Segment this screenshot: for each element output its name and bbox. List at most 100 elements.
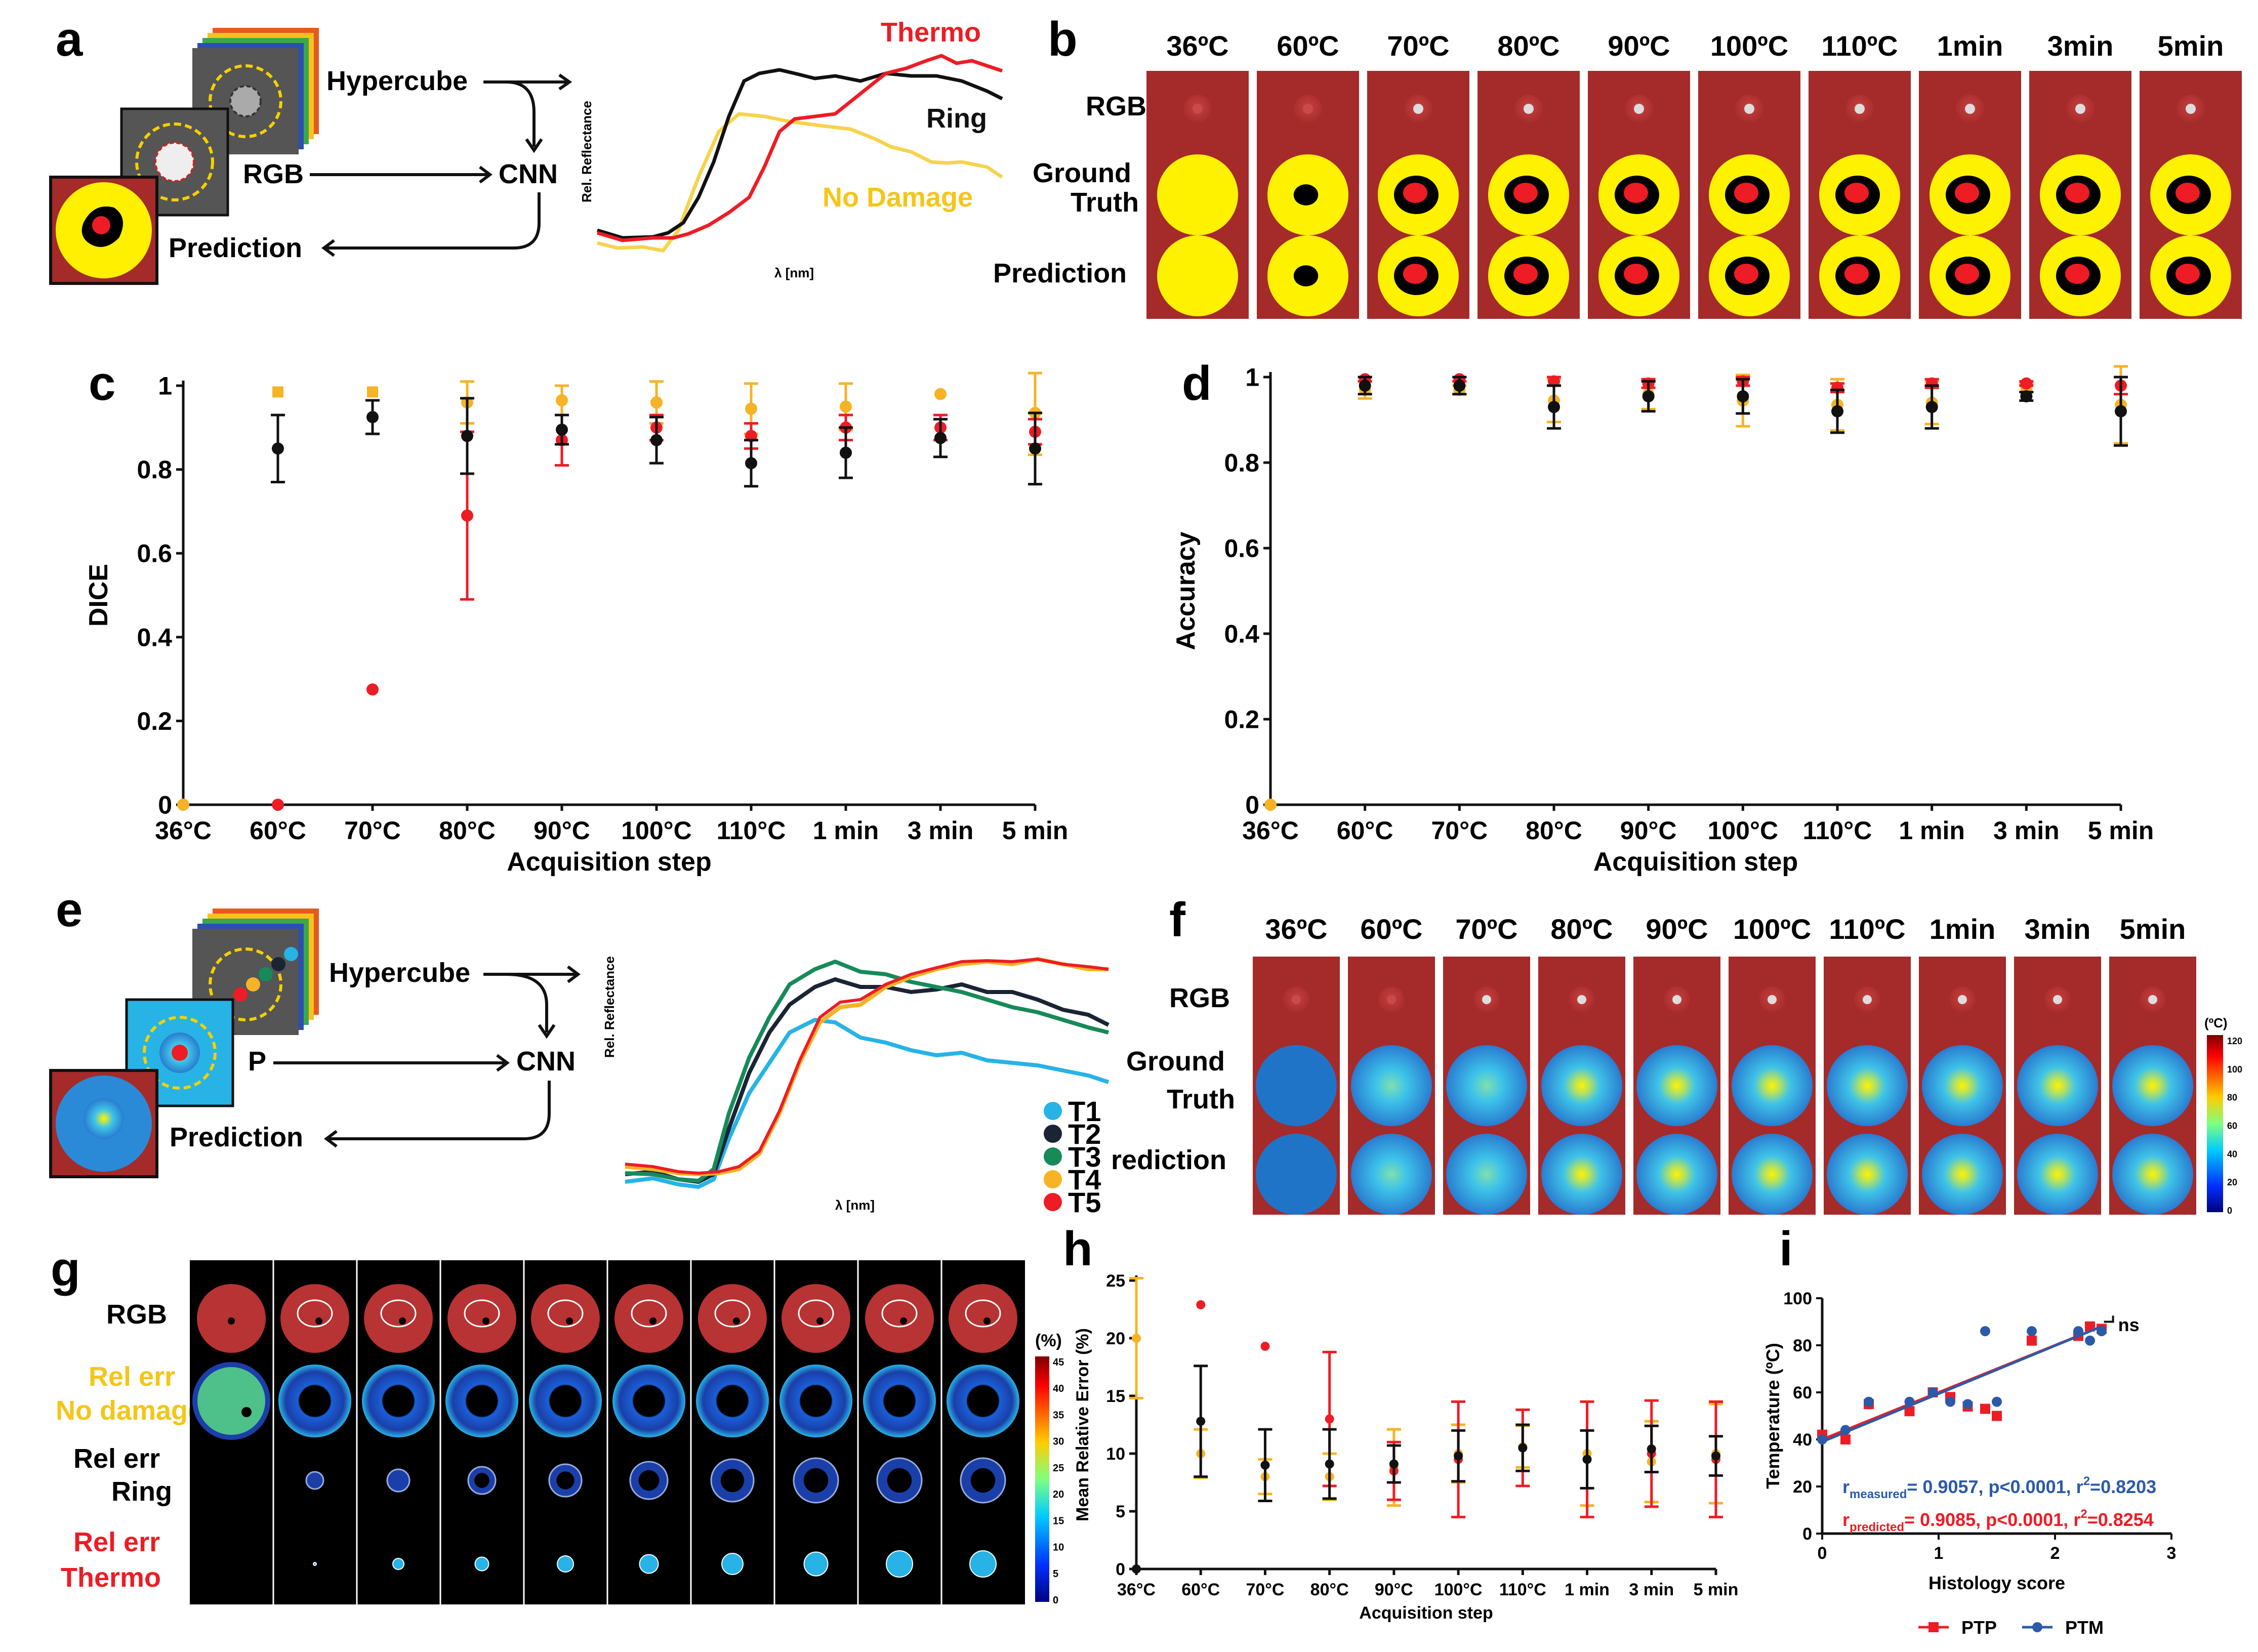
panel-label-i: i xyxy=(1779,1222,1793,1276)
x-tick-label: 1 min xyxy=(813,816,879,845)
rgb-lesion-b xyxy=(1855,104,1865,114)
data-point xyxy=(1518,1443,1528,1453)
y-tick-label: 0.8 xyxy=(1224,449,1259,477)
pred-heatmap-f xyxy=(2112,1134,2193,1215)
y-tick-label: 20 xyxy=(1106,1329,1125,1348)
data-point xyxy=(1325,1459,1334,1469)
rgb-lesion-f xyxy=(1672,995,1681,1004)
stat-r: r xyxy=(1842,1509,1850,1530)
flow-arrows xyxy=(310,73,572,257)
row-rgb-label-f: RGB xyxy=(1169,983,1230,1013)
data-point xyxy=(1904,1406,1915,1417)
err-ring-hole-g xyxy=(556,1471,574,1490)
data-point xyxy=(367,386,378,398)
col-header-f: 60ºC xyxy=(1360,913,1422,945)
data-point xyxy=(2097,1326,2107,1337)
data-point xyxy=(1029,442,1041,455)
col-header-f: 80ºC xyxy=(1550,913,1613,945)
rgb-thumb-g xyxy=(949,1284,1017,1353)
data-point xyxy=(1840,1425,1851,1435)
data-point xyxy=(840,400,852,413)
legend-ring: Ring xyxy=(926,103,987,134)
data-point xyxy=(840,446,852,459)
y-tick-label: 1 xyxy=(1245,363,1259,392)
row-ring-label-g-2: Ring xyxy=(111,1476,172,1507)
lesion-outline-g xyxy=(631,1299,667,1328)
data-point xyxy=(650,396,663,409)
colorbar-f-tick: 120 xyxy=(2227,1036,2242,1046)
hypercube-label: Hypercube xyxy=(326,66,468,96)
panel-label-f: f xyxy=(1169,893,1186,947)
panel-label-h: h xyxy=(1063,1222,1093,1276)
err-thermo-g xyxy=(474,1556,489,1572)
rgb-lesion-b xyxy=(1524,104,1534,114)
data-point xyxy=(272,799,284,811)
col-header-f: 100ºC xyxy=(1733,913,1811,945)
rgb-lesion-f xyxy=(1577,995,1586,1004)
rgb-lesion-f xyxy=(1863,995,1872,1004)
data-point xyxy=(1945,1396,1955,1407)
thermo-region-b xyxy=(1734,183,1758,203)
row-gt-label-f-1: Ground xyxy=(1126,1046,1225,1077)
rgb-thumb-g xyxy=(782,1284,850,1353)
rgb-label: RGB xyxy=(243,159,304,189)
y-tick-label: 0.8 xyxy=(137,456,172,484)
rgb-thumb-g xyxy=(698,1284,767,1353)
panel-label-d: d xyxy=(1182,356,1212,410)
x-tick-label: 3 xyxy=(2167,1544,2177,1563)
x-tick-label: 36°C xyxy=(1117,1580,1156,1599)
colorbar-f-tick: 0 xyxy=(2227,1206,2232,1216)
lesion-dot-g xyxy=(816,1317,824,1325)
data-point xyxy=(1647,1444,1656,1454)
lesion-dot-g xyxy=(399,1317,406,1325)
lesion-outline-g xyxy=(798,1299,834,1328)
data-point xyxy=(461,509,473,522)
err-no-damage-g xyxy=(278,1365,351,1437)
cnn-label-e: CNN xyxy=(516,1046,576,1077)
gt-mask-b xyxy=(1157,154,1238,235)
x-tick-label: 80°C xyxy=(1526,816,1582,845)
x-tick-label: 36°C xyxy=(1242,816,1299,845)
x-tick-label: 70°C xyxy=(1246,1580,1284,1599)
data-point xyxy=(1196,1417,1206,1426)
colorbar-g-tick: 25 xyxy=(1053,1463,1064,1474)
mre-chart: 0 5 10 15 20 25 36°C 60°C 70°C 80°C 90°C 100°C 110°C… xyxy=(1073,1271,1738,1623)
lesion-dot-g xyxy=(649,1317,656,1325)
pred-heatmap-f xyxy=(1827,1134,1908,1215)
spectrum-no-damage xyxy=(597,112,1003,253)
panel-label-a: a xyxy=(56,12,83,66)
lesion-outline-g xyxy=(380,1299,417,1328)
rgb-lesion-b xyxy=(1193,104,1203,114)
legend-marker-t5 xyxy=(1044,1193,1062,1211)
err-ring-hole-g xyxy=(720,1468,745,1493)
gt-heatmap-f xyxy=(2112,1045,2193,1126)
err-thermo-g xyxy=(639,1554,659,1574)
lesion-dot-g xyxy=(566,1317,573,1325)
stat-measured-stat: rmeasured= 0.9057, p<0.0001, r2=0.8203 xyxy=(1842,1474,2156,1501)
rgb-lesion-b xyxy=(2186,104,2196,114)
thermo-region-b xyxy=(2065,183,2089,203)
accuracy-chart: 0 0.2 0.4 0.6 0.8 1 36°C 60°C 70°C 80°C 90°C 100°C 1… xyxy=(1171,363,2154,877)
row-nd-label-g-2: No damage xyxy=(56,1395,203,1426)
x-tick-label: 100°C xyxy=(1434,1580,1483,1599)
y-tick-label: 0 xyxy=(158,791,172,819)
prediction-map-icon-e xyxy=(49,1069,158,1178)
spectra-chart-a: Rel. Reflectance λ [nm] Thermo Ring No D… xyxy=(579,17,1003,280)
col-header-b: 60ºC xyxy=(1277,30,1339,62)
rgb-thumb-g xyxy=(447,1284,516,1353)
rgb-lesion-f xyxy=(1292,995,1301,1004)
pred-heatmap-f xyxy=(1922,1134,2003,1215)
err-ring-hole-g xyxy=(638,1470,660,1491)
legend-t1: T1 xyxy=(1068,1095,1101,1127)
thermo-region-b xyxy=(1624,183,1648,203)
err-ring-hole-g xyxy=(970,1468,996,1493)
err-no-damage-g xyxy=(612,1365,685,1437)
data-point xyxy=(1582,1455,1592,1464)
prediction-label: Prediction xyxy=(169,233,302,263)
col-header-b: 100ºC xyxy=(1710,30,1788,62)
colorbar-g-tick: 40 xyxy=(1053,1383,1064,1394)
colorbar-g-tick: 10 xyxy=(1053,1542,1064,1553)
spectra-chart-e: Rel. Reflectance λ [nm] T1 T2 T3 T4 T5 xyxy=(602,956,1110,1218)
err-thermo-g xyxy=(721,1553,744,1575)
